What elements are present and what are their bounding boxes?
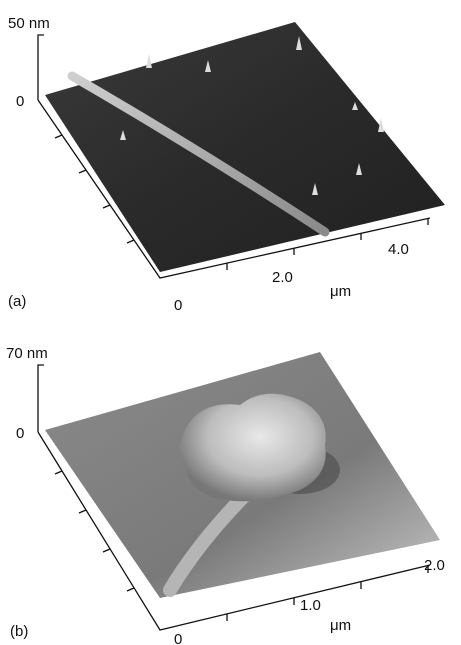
z-top-label: 50 nm [8, 15, 50, 32]
x-tick-label: 2.0 [424, 557, 445, 574]
afm-surface [45, 22, 445, 272]
panel-label: (b) [10, 623, 28, 640]
x-zero-label: 0 [174, 297, 182, 314]
z-zero-label: 0 [16, 93, 24, 110]
z-zero-label: 0 [16, 425, 24, 442]
z-axis [38, 35, 44, 100]
x-zero-label: 0 [174, 631, 182, 645]
figure: 50 nm 0 0 2.0 4.0 μm (a) 70 nm 0 0 1.0 2… [0, 0, 461, 645]
panel-a: 50 nm 0 0 2.0 4.0 μm (a) [8, 15, 445, 314]
x-tick-label: 4.0 [388, 241, 409, 258]
x-unit: μm [330, 617, 351, 634]
z-axis [38, 365, 44, 432]
x-tick-label: 1.0 [300, 597, 321, 614]
panel-label: (a) [8, 293, 26, 310]
x-unit: μm [330, 283, 351, 300]
x-tick-label: 2.0 [272, 269, 293, 286]
z-top-label: 70 nm [6, 345, 48, 362]
panel-b: 70 nm 0 0 1.0 2.0 μm (b) [6, 345, 445, 645]
